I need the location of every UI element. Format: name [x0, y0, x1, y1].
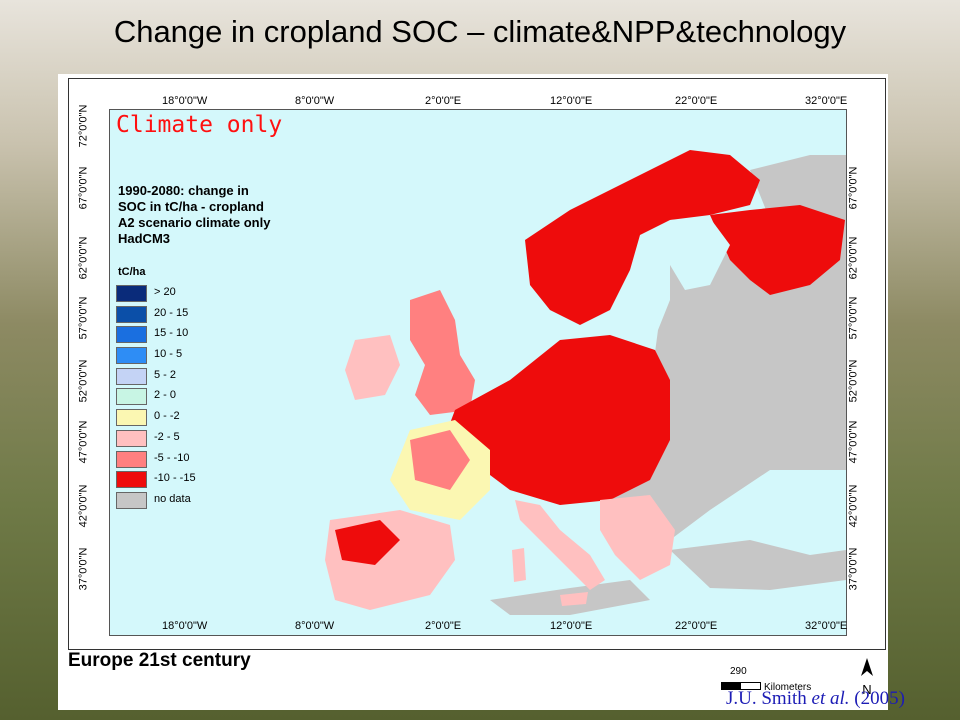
lat-label-left: 37°0'0"N — [77, 547, 90, 591]
region-sicily — [560, 592, 588, 606]
north-arrow-icon: N — [856, 656, 878, 698]
legend-label: 15 - 10 — [154, 327, 189, 340]
citation-etal: et al. — [811, 688, 850, 709]
lat-label-right: 52°0'0"N — [847, 359, 860, 403]
legend-swatch — [116, 450, 147, 468]
citation-year: (2005) — [849, 688, 905, 709]
europe-map — [325, 150, 846, 615]
lat-label-right: 67°0'0"N — [847, 166, 860, 210]
north-label: N — [862, 682, 871, 697]
scale-bar — [721, 682, 761, 690]
region-iberia-red — [335, 520, 400, 565]
legend-label: no data — [154, 492, 191, 505]
legend-swatch — [116, 367, 147, 385]
legend-title-line: 1990-2080: change in — [118, 183, 249, 198]
legend-unit: tC/ha — [118, 266, 146, 278]
legend-title-line: HadCM3 — [118, 231, 171, 246]
lat-label-left: 72°0'0"N — [77, 104, 90, 148]
lat-label-left: 67°0'0"N — [77, 166, 90, 210]
scale-value: 290 — [730, 666, 747, 677]
lon-label-bottom: 32°0'0"E — [805, 620, 848, 632]
nodata-region-turkey — [670, 540, 846, 590]
lon-label-top: 8°0'0"W — [295, 95, 335, 107]
citation: J.U. Smith et al. (2005) — [726, 688, 905, 710]
lon-label-bottom: 22°0'0"E — [675, 620, 718, 632]
legend-label: 5 - 2 — [154, 368, 177, 381]
legend-label: -5 - -10 — [154, 451, 190, 464]
legend-swatch — [116, 388, 147, 406]
region-italy — [515, 500, 605, 590]
legend-swatch — [116, 305, 147, 323]
lon-label-bottom: 8°0'0"W — [295, 620, 335, 632]
legend-title-line: SOC in tC/ha - cropland — [118, 199, 264, 214]
lat-label-left: 57°0'0"N — [77, 296, 90, 340]
legend-swatch — [116, 491, 147, 509]
lon-label-top: 12°0'0"E — [550, 95, 593, 107]
legend-title-line: A2 scenario climate only — [118, 215, 271, 230]
lat-label-right: 57°0'0"N — [847, 296, 860, 340]
map-footer-title: Europe 21st century — [68, 650, 251, 671]
lat-label-left: 52°0'0"N — [77, 359, 90, 403]
region-balkans — [600, 495, 675, 580]
legend-label: -2 - 5 — [154, 430, 180, 443]
legend-title: 1990-2080: change in SOC in tC/ha - crop… — [118, 183, 318, 247]
scale-unit: Kilometers — [764, 682, 812, 693]
lon-label-top: 32°0'0"E — [805, 95, 848, 107]
legend-swatch — [116, 471, 147, 489]
lat-label-right: 47°0'0"N — [847, 420, 860, 464]
legend-swatch — [116, 326, 147, 344]
lon-label-top: 2°0'0"E — [425, 95, 462, 107]
lat-label-left: 42°0'0"N — [77, 484, 90, 528]
region-finland — [710, 205, 845, 295]
lat-label-left: 62°0'0"N — [77, 236, 90, 280]
legend-swatch — [116, 429, 147, 447]
citation-author: J.U. Smith — [726, 688, 812, 709]
region-france-red — [410, 430, 470, 490]
legend-label: 20 - 15 — [154, 306, 189, 319]
lat-label-right: 37°0'0"N — [847, 547, 860, 591]
region-central-europe — [440, 335, 670, 505]
slide-title: Change in cropland SOC – climate&NPP&tec… — [113, 14, 847, 49]
lon-label-bottom: 2°0'0"E — [425, 620, 462, 632]
legend-label: 0 - -2 — [154, 410, 180, 423]
map-frame — [68, 78, 886, 650]
lat-label-left: 47°0'0"N — [77, 420, 90, 464]
region-sardinia — [512, 548, 526, 582]
lon-label-top: 22°0'0"E — [675, 95, 718, 107]
region-ireland — [345, 335, 400, 400]
legend-swatch — [116, 347, 147, 365]
legend-label: 2 - 0 — [154, 389, 177, 402]
legend-label: > 20 — [154, 286, 176, 298]
legend-swatch — [116, 409, 147, 427]
region-baltic — [670, 218, 730, 290]
overlay-label-climate-only: Climate only — [116, 112, 283, 138]
legend-label: -10 - -15 — [154, 472, 196, 485]
lat-label-right: 42°0'0"N — [847, 484, 860, 528]
lon-label-bottom: 12°0'0"E — [550, 620, 593, 632]
region-scandinavia — [525, 150, 760, 325]
map-sea-area — [109, 109, 847, 636]
lon-label-top: 18°0'0"W — [162, 95, 208, 107]
legend-label: 10 - 5 — [154, 348, 183, 361]
region-great-britain — [410, 290, 475, 415]
legend-swatch — [116, 285, 147, 302]
lat-label-right: 62°0'0"N — [847, 236, 860, 280]
lon-label-bottom: 18°0'0"W — [162, 620, 208, 632]
